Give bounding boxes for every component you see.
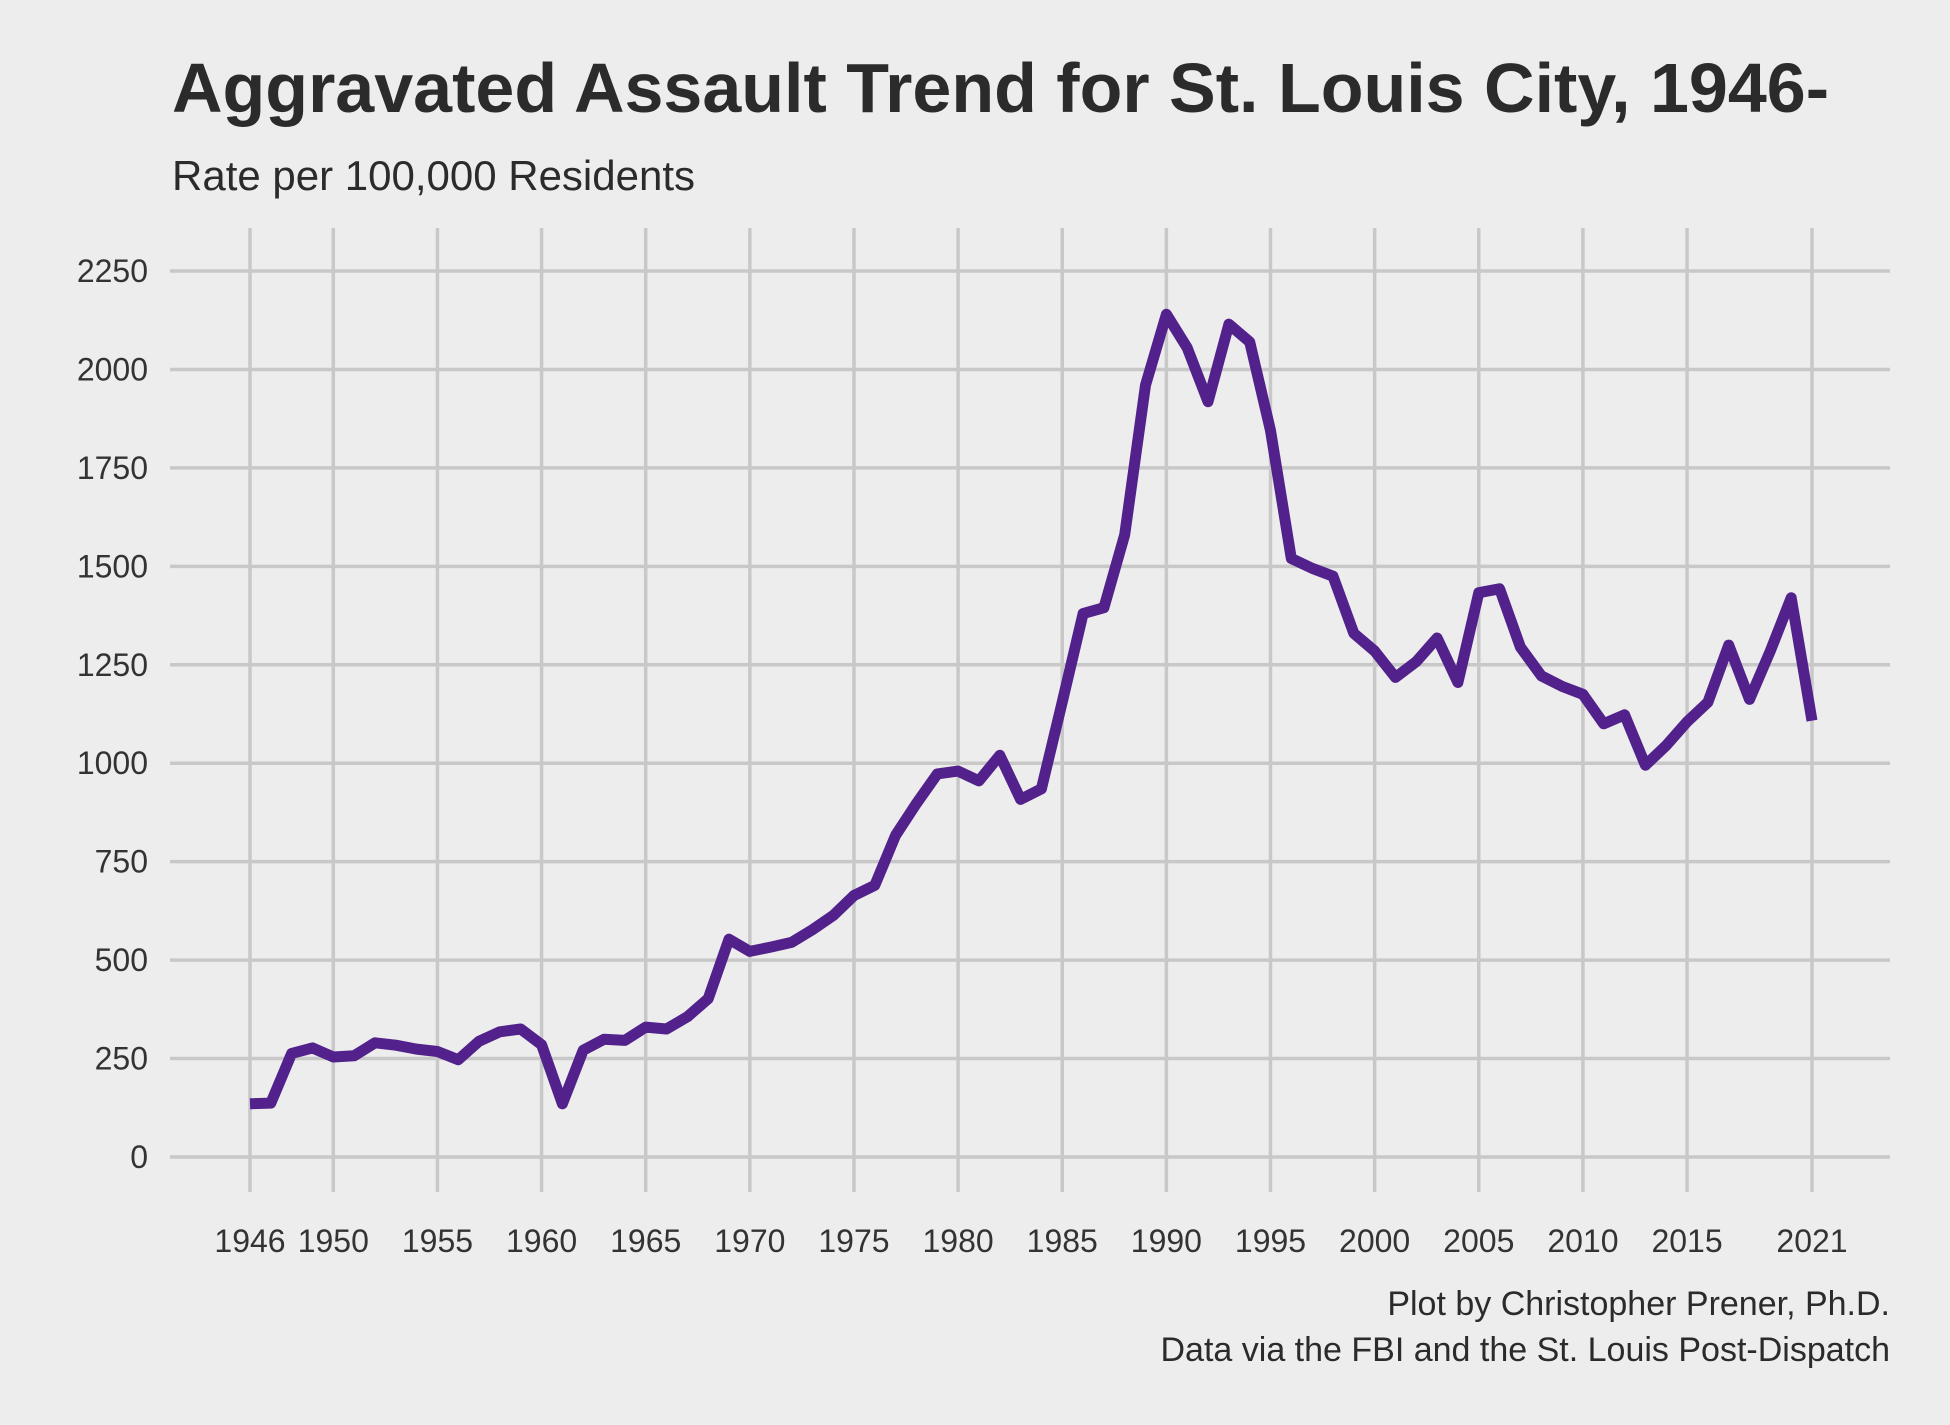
x-tick-label-1995: 1995	[1235, 1223, 1306, 1259]
caption-line-2: Data via the FBI and the St. Louis Post-…	[1161, 1331, 1891, 1369]
y-tick-label-1250: 1250	[77, 647, 148, 683]
x-tick-label-1950: 1950	[298, 1223, 369, 1259]
y-axis-tick-labels: 0 250 500 750 1000 1250 1500 1750 2000 2250	[77, 253, 148, 1175]
x-tick-label-2000: 2000	[1339, 1223, 1410, 1259]
series-line-0	[249, 308, 1818, 1110]
grid-lines	[170, 228, 1890, 1192]
chart-title: Aggravated Assault Trend for St. Louis C…	[172, 49, 1829, 127]
series-layer	[249, 308, 1818, 1110]
x-tick-label-2021: 2021	[1776, 1223, 1847, 1259]
x-tick-label-1970: 1970	[714, 1223, 785, 1259]
caption-line-1: Plot by Christopher Prener, Ph.D.	[1387, 1285, 1890, 1323]
y-tick-label-0: 0	[130, 1139, 148, 1175]
x-tick-label-1965: 1965	[610, 1223, 681, 1259]
x-axis-tick-labels: 1946 1950 1955 1960 1965 1970 1975 1980 1985 1990…	[214, 1223, 1847, 1259]
y-tick-label-500: 500	[95, 942, 148, 978]
x-tick-label-2010: 2010	[1547, 1223, 1618, 1259]
y-tick-label-2250: 2250	[77, 253, 148, 289]
y-tick-label-250: 250	[95, 1041, 148, 1077]
x-tick-label-1980: 1980	[923, 1223, 994, 1259]
x-tick-label-1960: 1960	[506, 1223, 577, 1259]
chart-subtitle: Rate per 100,000 Residents	[172, 152, 695, 199]
x-tick-label-2005: 2005	[1443, 1223, 1514, 1259]
y-tick-label-750: 750	[95, 844, 148, 880]
x-tick-label-1946: 1946	[214, 1223, 285, 1259]
x-tick-label-2015: 2015	[1651, 1223, 1722, 1259]
x-tick-label-1955: 1955	[402, 1223, 473, 1259]
x-tick-label-1990: 1990	[1131, 1223, 1202, 1259]
y-tick-label-1500: 1500	[77, 548, 148, 584]
y-tick-label-1750: 1750	[77, 450, 148, 486]
y-tick-label-2000: 2000	[77, 351, 148, 387]
y-tick-label-1000: 1000	[77, 745, 148, 781]
x-tick-label-1975: 1975	[818, 1223, 889, 1259]
x-tick-label-1985: 1985	[1027, 1223, 1098, 1259]
